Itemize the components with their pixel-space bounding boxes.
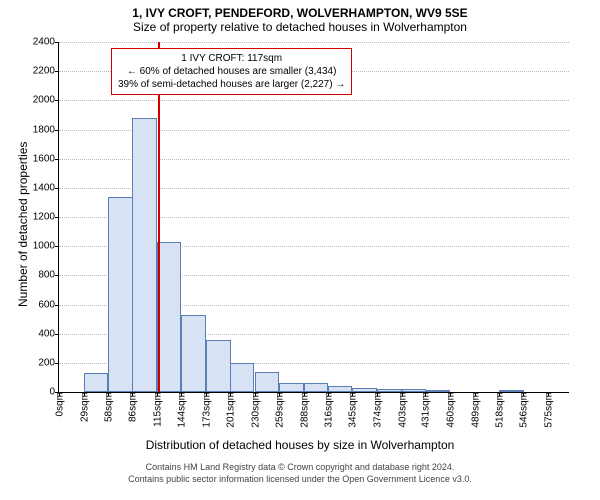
annotation-line1: 1 IVY CROFT: 117sqm [118, 52, 345, 65]
address-title: 1, IVY CROFT, PENDEFORD, WOLVERHAMPTON, … [0, 6, 600, 20]
xtick-label: 86sqm [126, 392, 139, 422]
ytick-label: 2200 [33, 66, 59, 77]
footer: Contains HM Land Registry data © Crown c… [0, 462, 600, 485]
ytick-label: 200 [38, 357, 59, 368]
xtick-label: 489sqm [468, 392, 481, 428]
xtick-label: 575sqm [541, 392, 554, 428]
xtick-label: 374sqm [370, 392, 383, 428]
footer-line1: Contains HM Land Registry data © Crown c… [0, 462, 600, 474]
xtick-label: 403sqm [395, 392, 408, 428]
x-axis-label: Distribution of detached houses by size … [0, 438, 600, 452]
xtick-label: 29sqm [77, 392, 90, 422]
chart-subtitle: Size of property relative to detached ho… [0, 20, 600, 34]
histogram-bar [279, 383, 304, 392]
gridline [59, 100, 569, 101]
ytick-label: 600 [38, 299, 59, 310]
ytick-label: 2000 [33, 95, 59, 106]
annotation-line3: 39% of semi-detached houses are larger (… [118, 78, 345, 91]
ytick-label: 800 [38, 270, 59, 281]
xtick-label: 431sqm [419, 392, 432, 428]
annotation-line2: ← 60% of detached houses are smaller (3,… [118, 65, 345, 78]
xtick-label: 460sqm [444, 392, 457, 428]
xtick-label: 230sqm [248, 392, 261, 428]
histogram-plot: 0200400600800100012001400160018002000220… [58, 42, 569, 393]
gridline [59, 42, 569, 43]
histogram-bar [157, 242, 182, 392]
ytick-label: 1400 [33, 182, 59, 193]
histogram-bar [230, 363, 255, 392]
ytick-label: 1800 [33, 124, 59, 135]
histogram-bar [132, 118, 157, 392]
xtick-label: 0sqm [53, 392, 66, 416]
histogram-bar [206, 340, 231, 393]
xtick-label: 173sqm [200, 392, 213, 428]
ytick-label: 400 [38, 328, 59, 339]
footer-line2: Contains public sector information licen… [0, 474, 600, 486]
xtick-label: 144sqm [175, 392, 188, 428]
xtick-label: 546sqm [517, 392, 530, 428]
histogram-bar [108, 197, 133, 392]
page: 1, IVY CROFT, PENDEFORD, WOLVERHAMPTON, … [0, 0, 600, 500]
xtick-label: 259sqm [273, 392, 286, 428]
annotation-box: 1 IVY CROFT: 117sqm← 60% of detached hou… [111, 48, 352, 95]
xtick-label: 316sqm [321, 392, 334, 428]
histogram-bar [304, 383, 329, 392]
xtick-label: 115sqm [150, 392, 163, 427]
xtick-label: 201sqm [223, 392, 236, 428]
xtick-label: 58sqm [102, 392, 115, 422]
ytick-label: 1200 [33, 212, 59, 223]
ytick-label: 2400 [33, 37, 59, 48]
histogram-bar [181, 315, 206, 392]
y-axis-label: Number of detached properties [16, 142, 30, 307]
xtick-label: 345sqm [346, 392, 359, 428]
histogram-bar [84, 373, 109, 392]
xtick-label: 518sqm [493, 392, 506, 428]
histogram-bar [255, 372, 280, 392]
ytick-label: 1600 [33, 153, 59, 164]
title-block: 1, IVY CROFT, PENDEFORD, WOLVERHAMPTON, … [0, 0, 600, 36]
ytick-label: 1000 [33, 241, 59, 252]
xtick-label: 288sqm [297, 392, 310, 428]
